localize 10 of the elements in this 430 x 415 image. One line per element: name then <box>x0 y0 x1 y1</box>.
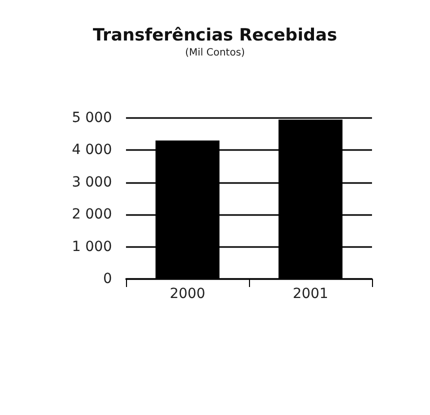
chart-title: Transferências Recebidas <box>92 26 338 46</box>
x-tick-label: 2001 <box>292 286 328 302</box>
y-tick-label: 5 000 <box>72 110 112 126</box>
y-tick-label: 3 000 <box>72 174 112 190</box>
x-tick-label: 2000 <box>170 286 206 302</box>
y-tick-label: 2 000 <box>72 206 112 223</box>
y-tick-label: 1 000 <box>72 238 112 255</box>
y-tick-label: 0 <box>103 271 112 287</box>
y-tick-label: 4 000 <box>72 142 112 158</box>
chart-subtitle: (Mil Contos) <box>185 48 246 58</box>
